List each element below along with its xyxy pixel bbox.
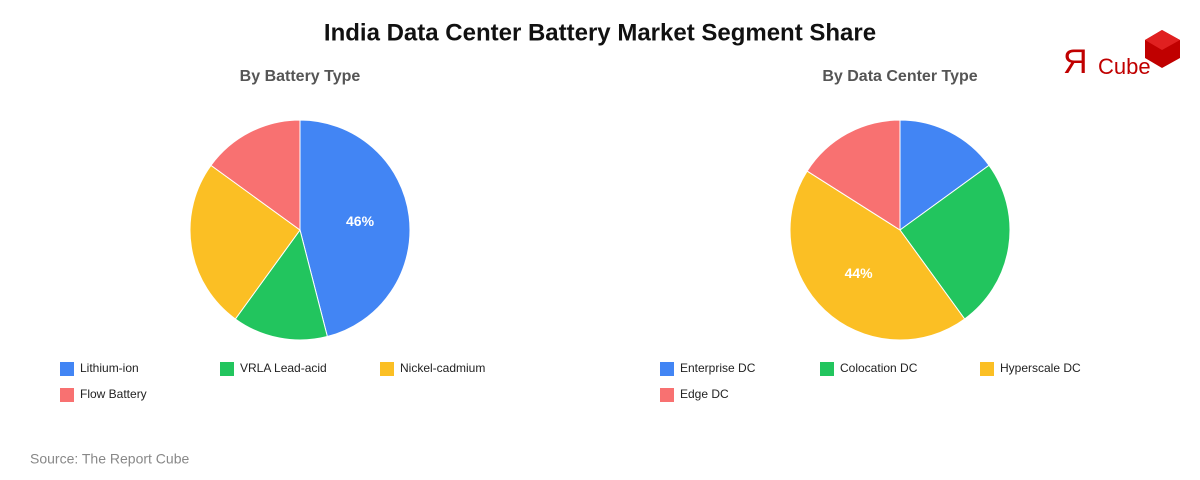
- legend-swatch: [60, 362, 74, 376]
- pie-slice: [234, 228, 328, 341]
- legend-swatch: [660, 362, 674, 376]
- pie-slice: [299, 119, 411, 338]
- legend-swatch: [220, 362, 234, 376]
- legend-label: Enterprise DC: [680, 361, 756, 375]
- pie-slice: [806, 119, 901, 231]
- pie-slice: [899, 119, 990, 231]
- data-label: 44%: [845, 265, 874, 281]
- legend-label: Flow Battery: [80, 387, 147, 401]
- legend-swatch: [660, 388, 674, 402]
- logo-text: Cube: [1098, 54, 1151, 79]
- pie-slice: [189, 164, 301, 320]
- legend-label: VRLA Lead-acid: [240, 361, 327, 375]
- page-title: India Data Center Battery Market Segment…: [324, 19, 876, 46]
- pie-slice: [899, 164, 1011, 320]
- logo: Я Cube: [1063, 30, 1180, 81]
- chart-title: By Battery Type: [240, 68, 361, 85]
- chart-title: By Data Center Type: [822, 68, 977, 85]
- legend-swatch: [980, 362, 994, 376]
- source: Source: The Report Cube: [30, 451, 189, 467]
- pie-slice: [210, 119, 301, 231]
- pie-slice: [789, 170, 966, 341]
- legend-label: Hyperscale DC: [1000, 361, 1081, 375]
- legend-swatch: [820, 362, 834, 376]
- legend-label: Edge DC: [680, 387, 729, 401]
- legend-swatch: [60, 388, 74, 402]
- data-label: 46%: [346, 213, 375, 229]
- legend-label: Nickel-cadmium: [400, 361, 485, 375]
- logo-mark: Я: [1063, 43, 1088, 81]
- legend-swatch: [380, 362, 394, 376]
- legend-label: Colocation DC: [840, 361, 918, 375]
- legend-label: Lithium-ion: [80, 361, 139, 375]
- logo-cube-top: [1145, 30, 1180, 50]
